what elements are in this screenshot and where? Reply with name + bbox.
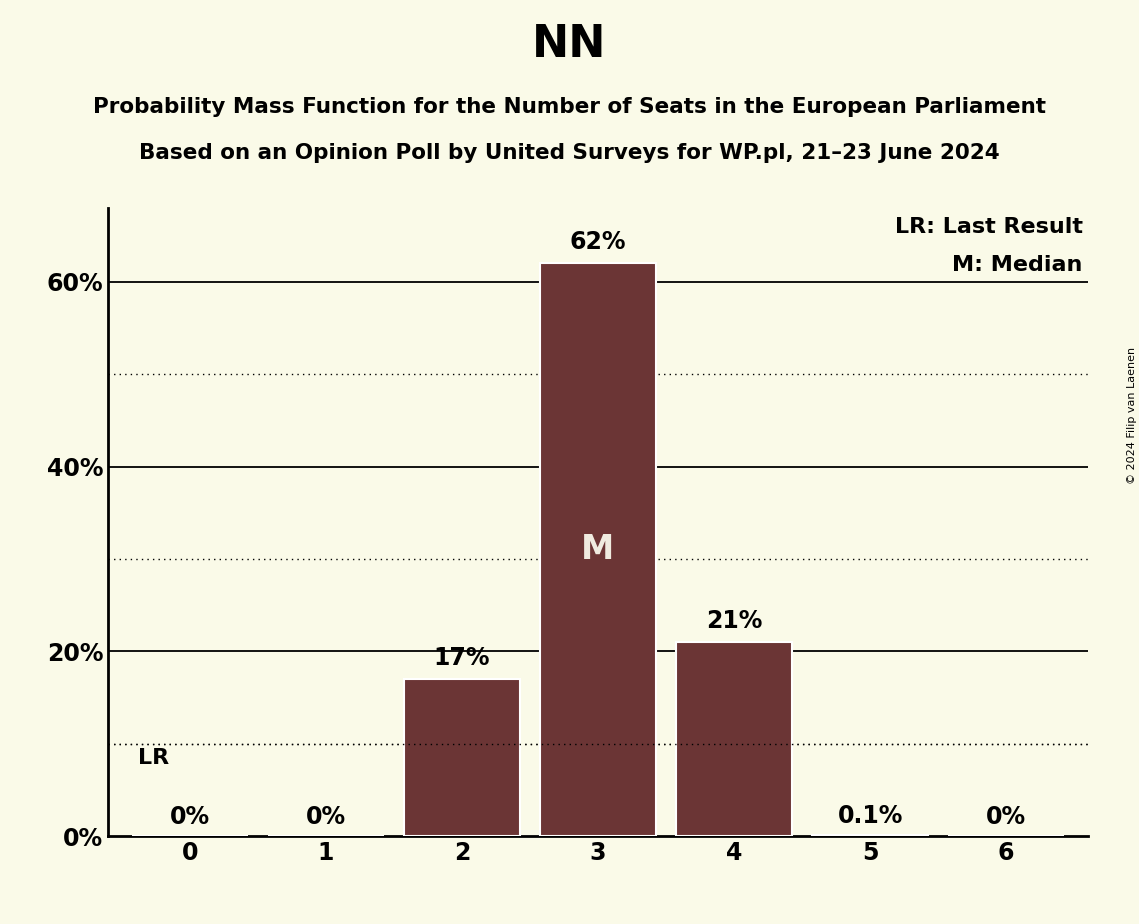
Text: Probability Mass Function for the Number of Seats in the European Parliament: Probability Mass Function for the Number… [93, 97, 1046, 117]
Text: 62%: 62% [570, 230, 626, 254]
Text: 0.1%: 0.1% [837, 804, 903, 828]
Text: LR: Last Result: LR: Last Result [895, 217, 1083, 237]
Bar [812, 835, 928, 836]
Text: LR: LR [138, 748, 170, 769]
Text: 21%: 21% [706, 609, 762, 633]
Text: © 2024 Filip van Laenen: © 2024 Filip van Laenen [1126, 347, 1137, 484]
Text: M: M [581, 533, 615, 566]
Bar [404, 679, 519, 836]
Text: 0%: 0% [986, 805, 1026, 829]
Bar [540, 263, 656, 836]
Text: 0%: 0% [170, 805, 210, 829]
Text: 17%: 17% [434, 646, 490, 670]
Text: Based on an Opinion Poll by United Surveys for WP.pl, 21–23 June 2024: Based on an Opinion Poll by United Surve… [139, 143, 1000, 164]
Text: M: Median: M: Median [952, 255, 1083, 275]
Text: 0%: 0% [305, 805, 346, 829]
Text: NN: NN [532, 23, 607, 67]
Bar [677, 642, 792, 836]
